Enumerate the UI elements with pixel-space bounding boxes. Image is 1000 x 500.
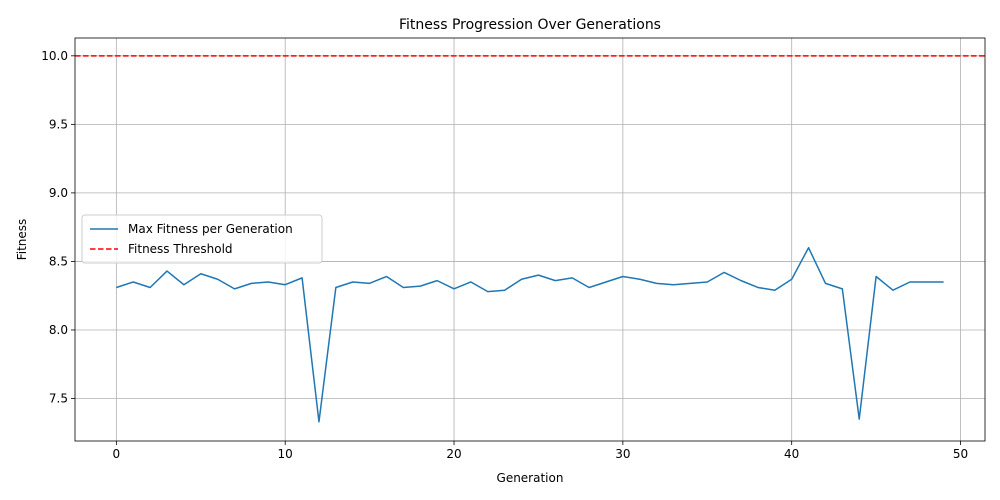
y-tick-label: 9.0: [49, 186, 68, 200]
y-tick-label: 10.0: [41, 49, 68, 63]
legend: Max Fitness per Generation Fitness Thresh…: [81, 214, 323, 264]
y-tick-label: 8.5: [49, 254, 68, 268]
legend-label: Max Fitness per Generation: [128, 222, 293, 236]
x-tick-label: 40: [784, 447, 799, 461]
x-tick-label: 30: [615, 447, 630, 461]
x-tick-label: 20: [446, 447, 461, 461]
legend-label: Fitness Threshold: [128, 242, 233, 256]
chart-title: Fitness Progression Over Generations: [399, 17, 661, 33]
x-tick-label: 10: [278, 447, 293, 461]
plot-area-frame: [74, 37, 986, 442]
x-tick-label: 50: [953, 447, 968, 461]
y-tick-label: 7.5: [49, 392, 68, 406]
y-axis-label: Fitness: [15, 219, 29, 261]
y-tick-label: 9.5: [49, 117, 68, 131]
x-tick-label: 0: [113, 447, 121, 461]
legend-box: [81, 214, 323, 264]
series-lines: [75, 55, 985, 423]
x-axis-label: Generation: [497, 471, 564, 485]
y-tick-label: 8.0: [49, 323, 68, 337]
axis-ticks: 0 10 20 30 40 50 7.5 8.0 8.5 9.0 9.5 10.0: [41, 49, 968, 461]
max-fitness-line: [116, 246, 944, 423]
